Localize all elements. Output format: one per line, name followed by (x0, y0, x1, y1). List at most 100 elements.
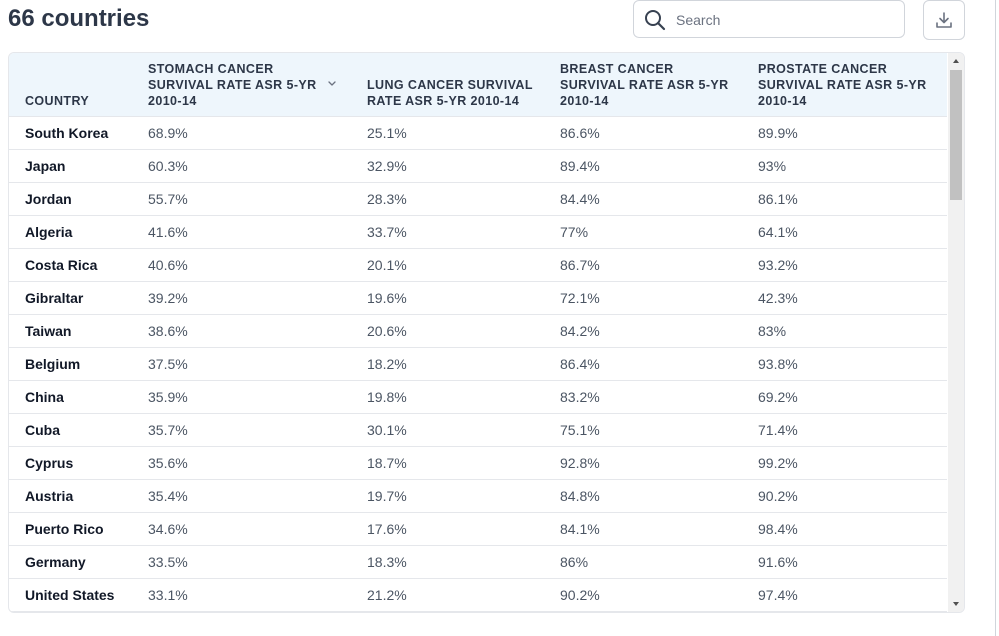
breast-cell: 75.1% (560, 422, 600, 438)
breast-cell: 86.6% (560, 125, 600, 141)
search-icon (645, 10, 666, 31)
breast-cell: 72.1% (560, 290, 600, 306)
country-cell: Cyprus (25, 455, 74, 471)
chevron-down-icon[interactable] (327, 80, 337, 88)
lung-cell: 20.1% (367, 257, 407, 273)
search-box[interactable] (633, 0, 905, 38)
stomach-cell: 35.6% (148, 455, 188, 471)
stomach-cell: 39.2% (148, 290, 188, 306)
country-cell: South Korea (25, 125, 109, 141)
breast-cell: 86.4% (560, 356, 600, 372)
stomach-cell: 33.5% (148, 554, 188, 570)
table-row[interactable]: Puerto Rico 34.6% 17.6% 84.1% 98.4% (9, 513, 947, 546)
table-row[interactable]: Gibraltar 39.2% 19.6% 72.1% 42.3% (9, 282, 947, 315)
column-header-lung[interactable]: LUNG CANCER SURVIVAL RATE ASR 5-YR 2010-… (367, 78, 533, 108)
stomach-cell: 37.5% (148, 356, 188, 372)
download-icon (936, 12, 952, 28)
table-row[interactable]: Austria 35.4% 19.7% 84.8% 90.2% (9, 480, 947, 513)
country-cell: Austria (25, 488, 74, 504)
country-cell: Taiwan (25, 323, 72, 339)
lung-cell: 19.8% (367, 389, 407, 405)
country-cell: Japan (25, 158, 66, 174)
prostate-cell: 93% (758, 158, 787, 174)
stomach-cell: 40.6% (148, 257, 188, 273)
prostate-cell: 83% (758, 323, 787, 339)
lung-cell: 18.7% (367, 455, 407, 471)
column-header-breast[interactable]: BREAST CANCER SURVIVAL RATE ASR 5-YR 201… (560, 62, 729, 108)
breast-cell: 86% (560, 554, 589, 570)
table-row[interactable]: Jordan 55.7% 28.3% 84.4% 86.1% (9, 183, 947, 216)
table-row[interactable]: South Korea 68.9% 25.1% 86.6% 89.9% (9, 117, 947, 150)
table-row[interactable]: Taiwan 38.6% 20.6% 84.2% 83% (9, 315, 947, 348)
lung-cell: 17.6% (367, 521, 407, 537)
table-scrollbar[interactable] (948, 53, 964, 612)
prostate-cell: 64.1% (758, 224, 798, 240)
lung-cell: 18.2% (367, 356, 407, 372)
prostate-cell: 69.2% (758, 389, 798, 405)
country-cell: United States (25, 587, 115, 603)
table-row[interactable]: Cyprus 35.6% 18.7% 92.8% 99.2% (9, 447, 947, 480)
breast-cell: 84.2% (560, 323, 600, 339)
table-row[interactable]: Belgium 37.5% 18.2% 86.4% 93.8% (9, 348, 947, 381)
stomach-cell: 35.9% (148, 389, 188, 405)
prostate-cell: 93.2% (758, 257, 798, 273)
table-body: South Korea 68.9% 25.1% 86.6% 89.9% Japa… (9, 117, 947, 612)
scrollbar-thumb[interactable] (950, 70, 962, 200)
stomach-cell: 33.1% (148, 587, 188, 603)
window-edge (995, 0, 996, 636)
stomach-cell: 60.3% (148, 158, 188, 174)
prostate-cell: 97.4% (758, 587, 798, 603)
lung-cell: 32.9% (367, 158, 407, 174)
breast-cell: 89.4% (560, 158, 600, 174)
prostate-cell: 86.1% (758, 191, 798, 207)
column-header-prostate[interactable]: PROSTATE CANCER SURVIVAL RATE ASR 5-YR 2… (758, 62, 927, 108)
table-row[interactable]: Algeria 41.6% 33.7% 77% 64.1% (9, 216, 947, 249)
download-button[interactable] (923, 0, 965, 40)
stomach-cell: 55.7% (148, 191, 188, 207)
prostate-cell: 71.4% (758, 422, 798, 438)
prostate-cell: 91.6% (758, 554, 798, 570)
lung-cell: 25.1% (367, 125, 407, 141)
table-row[interactable]: Japan 60.3% 32.9% 89.4% 93% (9, 150, 947, 183)
prostate-cell: 98.4% (758, 521, 798, 537)
country-cell: Puerto Rico (25, 521, 104, 537)
table-row[interactable]: Costa Rica 40.6% 20.1% 86.7% 93.2% (9, 249, 947, 282)
stomach-cell: 38.6% (148, 323, 188, 339)
lung-cell: 21.2% (367, 587, 407, 603)
prostate-cell: 99.2% (758, 455, 798, 471)
column-header-stomach[interactable]: STOMACH CANCER SURVIVAL RATE ASR 5-YR 20… (148, 62, 317, 108)
breast-cell: 90.2% (560, 587, 600, 603)
country-cell: Germany (25, 554, 86, 570)
breast-cell: 86.7% (560, 257, 600, 273)
table-row[interactable]: United States 33.1% 21.2% 90.2% 97.4% (9, 579, 947, 612)
prostate-cell: 42.3% (758, 290, 798, 306)
breast-cell: 77% (560, 224, 589, 240)
country-cell: China (25, 389, 64, 405)
table-row[interactable]: China 35.9% 19.8% 83.2% 69.2% (9, 381, 947, 414)
lung-cell: 30.1% (367, 422, 407, 438)
lung-cell: 28.3% (367, 191, 407, 207)
prostate-cell: 90.2% (758, 488, 798, 504)
scroll-down-arrow-icon[interactable] (952, 601, 960, 607)
search-input[interactable] (674, 7, 898, 33)
data-table: COUNTRY STOMACH CANCER SURVIVAL RATE ASR… (8, 52, 965, 613)
lung-cell: 19.6% (367, 290, 407, 306)
country-cell: Costa Rica (25, 257, 98, 273)
lung-cell: 19.7% (367, 488, 407, 504)
breast-cell: 92.8% (560, 455, 600, 471)
stomach-cell: 35.7% (148, 422, 188, 438)
country-cell: Gibraltar (25, 290, 84, 306)
country-cell: Belgium (25, 356, 81, 372)
lung-cell: 20.6% (367, 323, 407, 339)
table-row[interactable]: Cuba 35.7% 30.1% 75.1% 71.4% (9, 414, 947, 447)
lung-cell: 33.7% (367, 224, 407, 240)
stomach-cell: 34.6% (148, 521, 188, 537)
stomach-cell: 41.6% (148, 224, 188, 240)
prostate-cell: 93.8% (758, 356, 798, 372)
country-cell: Jordan (25, 191, 72, 207)
table-row[interactable]: Germany 33.5% 18.3% 86% 91.6% (9, 546, 947, 579)
scroll-up-arrow-icon[interactable] (952, 58, 960, 64)
lung-cell: 18.3% (367, 554, 407, 570)
column-header-country[interactable]: COUNTRY (25, 94, 90, 108)
stomach-cell: 68.9% (148, 125, 188, 141)
